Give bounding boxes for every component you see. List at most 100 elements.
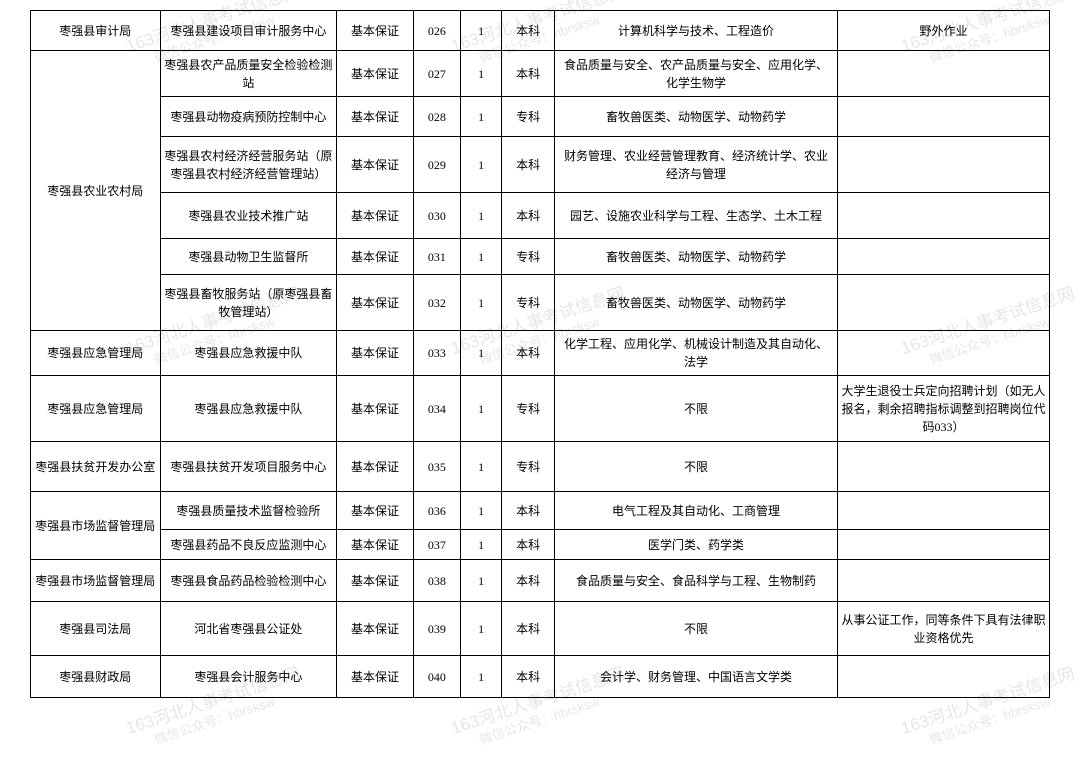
- cell-count: 1: [460, 442, 501, 492]
- cell-remark: [837, 331, 1049, 376]
- cell-count: 1: [460, 193, 501, 239]
- cell-remark: 从事公证工作，同等条件下具有法律职业资格优先: [837, 602, 1049, 656]
- cell-unit: 枣强县动物卫生监督所: [160, 239, 337, 275]
- cell-type: 基本保证: [337, 602, 414, 656]
- cell-major: 化学工程、应用化学、机械设计制造及其自动化、法学: [555, 331, 838, 376]
- cell-type: 基本保证: [337, 331, 414, 376]
- cell-edu: 本科: [502, 530, 555, 560]
- cell-unit: 枣强县质量技术监督检验所: [160, 492, 337, 530]
- cell-major: 畜牧兽医类、动物医学、动物药学: [555, 275, 838, 331]
- table-row: 枣强县司法局河北省枣强县公证处基本保证0391本科不限从事公证工作，同等条件下具…: [31, 602, 1050, 656]
- cell-unit: 枣强县会计服务中心: [160, 656, 337, 698]
- cell-major: 不限: [555, 602, 838, 656]
- cell-remark: [837, 51, 1049, 97]
- cell-unit: 枣强县建设项目审计服务中心: [160, 11, 337, 51]
- cell-count: 1: [460, 656, 501, 698]
- cell-edu: 本科: [502, 656, 555, 698]
- cell-code: 039: [413, 602, 460, 656]
- cell-code: 030: [413, 193, 460, 239]
- cell-type: 基本保证: [337, 275, 414, 331]
- cell-type: 基本保证: [337, 11, 414, 51]
- cell-remark: 野外作业: [837, 11, 1049, 51]
- cell-unit: 枣强县农村经济经营服务站（原枣强县农村经济经营管理站）: [160, 137, 337, 193]
- cell-type: 基本保证: [337, 560, 414, 602]
- cell-count: 1: [460, 602, 501, 656]
- cell-department: 枣强县市场监督管理局: [31, 560, 161, 602]
- cell-edu: 本科: [502, 193, 555, 239]
- cell-count: 1: [460, 97, 501, 137]
- cell-major: 畜牧兽医类、动物医学、动物药学: [555, 97, 838, 137]
- cell-remark: [837, 275, 1049, 331]
- cell-major: 不限: [555, 442, 838, 492]
- cell-count: 1: [460, 376, 501, 442]
- cell-remark: [837, 492, 1049, 530]
- cell-code: 031: [413, 239, 460, 275]
- cell-code: 040: [413, 656, 460, 698]
- cell-type: 基本保证: [337, 137, 414, 193]
- cell-count: 1: [460, 331, 501, 376]
- cell-count: 1: [460, 530, 501, 560]
- cell-type: 基本保证: [337, 193, 414, 239]
- table-row: 枣强县畜牧服务站（原枣强县畜牧管理站）基本保证0321专科畜牧兽医类、动物医学、…: [31, 275, 1050, 331]
- cell-unit: 河北省枣强县公证处: [160, 602, 337, 656]
- table-row: 枣强县动物疫病预防控制中心基本保证0281专科畜牧兽医类、动物医学、动物药学: [31, 97, 1050, 137]
- table-row: 枣强县动物卫生监督所基本保证0311专科畜牧兽医类、动物医学、动物药学: [31, 239, 1050, 275]
- cell-major: 电气工程及其自动化、工商管理: [555, 492, 838, 530]
- cell-major: 食品质量与安全、食品科学与工程、生物制药: [555, 560, 838, 602]
- cell-major: 医学门类、药学类: [555, 530, 838, 560]
- cell-major: 不限: [555, 376, 838, 442]
- cell-type: 基本保证: [337, 239, 414, 275]
- cell-edu: 本科: [502, 602, 555, 656]
- cell-edu: 本科: [502, 560, 555, 602]
- cell-unit: 枣强县药品不良反应监测中心: [160, 530, 337, 560]
- cell-major: 园艺、设施农业科学与工程、生态学、土木工程: [555, 193, 838, 239]
- table-row: 枣强县市场监督管理局枣强县食品药品检验检测中心基本保证0381本科食品质量与安全…: [31, 560, 1050, 602]
- table-row: 枣强县市场监督管理局枣强县质量技术监督检验所基本保证0361本科电气工程及其自动…: [31, 492, 1050, 530]
- cell-remark: [837, 656, 1049, 698]
- table-row: 枣强县农村经济经营服务站（原枣强县农村经济经营管理站）基本保证0291本科财务管…: [31, 137, 1050, 193]
- cell-type: 基本保证: [337, 51, 414, 97]
- cell-major: 计算机科学与技术、工程造价: [555, 11, 838, 51]
- cell-unit: 枣强县应急救援中队: [160, 331, 337, 376]
- cell-major: 畜牧兽医类、动物医学、动物药学: [555, 239, 838, 275]
- table-row: 枣强县扶贫开发办公室枣强县扶贫开发项目服务中心基本保证0351专科不限: [31, 442, 1050, 492]
- cell-remark: [837, 442, 1049, 492]
- recruitment-table: 枣强县审计局枣强县建设项目审计服务中心基本保证0261本科计算机科学与技术、工程…: [30, 10, 1050, 698]
- cell-count: 1: [460, 560, 501, 602]
- cell-code: 027: [413, 51, 460, 97]
- cell-unit: 枣强县畜牧服务站（原枣强县畜牧管理站）: [160, 275, 337, 331]
- cell-remark: [837, 97, 1049, 137]
- cell-remark: [837, 239, 1049, 275]
- cell-edu: 专科: [502, 376, 555, 442]
- cell-department: 枣强县扶贫开发办公室: [31, 442, 161, 492]
- cell-edu: 专科: [502, 275, 555, 331]
- cell-code: 038: [413, 560, 460, 602]
- cell-department: 枣强县司法局: [31, 602, 161, 656]
- cell-edu: 专科: [502, 442, 555, 492]
- cell-type: 基本保证: [337, 97, 414, 137]
- cell-remark: 大学生退役士兵定向招聘计划（如无人报名，剩余招聘指标调整到招聘岗位代码033）: [837, 376, 1049, 442]
- cell-major: 财务管理、农业经营管理教育、经济统计学、农业经济与管理: [555, 137, 838, 193]
- cell-unit: 枣强县扶贫开发项目服务中心: [160, 442, 337, 492]
- cell-count: 1: [460, 137, 501, 193]
- cell-department: 枣强县审计局: [31, 11, 161, 51]
- cell-type: 基本保证: [337, 656, 414, 698]
- cell-unit: 枣强县食品药品检验检测中心: [160, 560, 337, 602]
- table-row: 枣强县财政局枣强县会计服务中心基本保证0401本科会计学、财务管理、中国语言文学…: [31, 656, 1050, 698]
- cell-department: 枣强县财政局: [31, 656, 161, 698]
- cell-code: 036: [413, 492, 460, 530]
- cell-count: 1: [460, 11, 501, 51]
- cell-major: 食品质量与安全、农产品质量与安全、应用化学、化学生物学: [555, 51, 838, 97]
- cell-code: 029: [413, 137, 460, 193]
- cell-remark: [837, 193, 1049, 239]
- cell-department: 枣强县市场监督管理局: [31, 492, 161, 560]
- cell-edu: 本科: [502, 331, 555, 376]
- cell-department: 枣强县农业农村局: [31, 51, 161, 331]
- cell-unit: 枣强县农产品质量安全检验检测站: [160, 51, 337, 97]
- cell-unit: 枣强县农业技术推广站: [160, 193, 337, 239]
- cell-edu: 专科: [502, 97, 555, 137]
- cell-remark: [837, 560, 1049, 602]
- cell-edu: 本科: [502, 11, 555, 51]
- table-row: 枣强县应急管理局枣强县应急救援中队基本保证0341专科不限大学生退役士兵定向招聘…: [31, 376, 1050, 442]
- cell-code: 032: [413, 275, 460, 331]
